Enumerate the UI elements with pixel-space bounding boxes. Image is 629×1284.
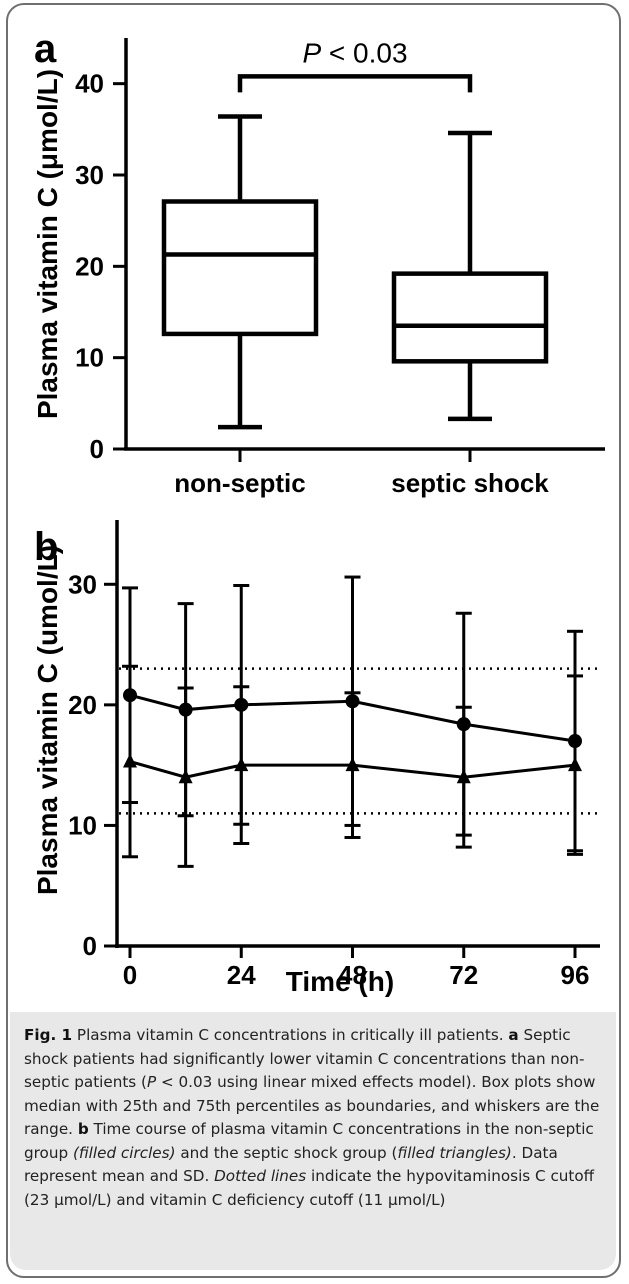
data-point-triangle: [178, 769, 193, 784]
caption-segment: Time course of plasma vitamin C concentr…: [24, 1120, 594, 1162]
panel-b-line-chart: 0 10 20 30 0 24 48 72 96: [68, 520, 600, 990]
data-point-triangle: [456, 769, 471, 784]
panel-b-letter: b: [34, 525, 58, 569]
panel-a-category-label: septic shock: [391, 468, 549, 498]
panel-a-letter: a: [34, 27, 57, 71]
panel-a-y-axis-title: Plasma vitamin C (μmol/L): [32, 69, 63, 419]
data-point-triangle: [234, 757, 249, 772]
panel-b-y-tick-label: 30: [68, 569, 97, 599]
caption-segment: Dotted lines: [214, 1167, 307, 1185]
caption-segment: . Data represent mean and SD.: [24, 1143, 558, 1186]
panel-b-x-tick-label: 24: [227, 960, 256, 990]
caption-segment: P: [146, 1073, 157, 1091]
caption-segment: filled triangles): [397, 1143, 512, 1162]
caption-segment: a: [508, 1026, 519, 1044]
panel-b-x-tick-label: 0: [123, 960, 137, 990]
panel-a-y-tick-label: 0: [90, 434, 104, 464]
caption-segment: < 0.03 using linear mixed effects model)…: [24, 1073, 600, 1138]
data-point-triangle: [568, 757, 582, 772]
panel-b-x-tick-label: 48: [338, 960, 367, 990]
box-iqr: [161, 199, 319, 337]
panel-b-y-tick-label: 10: [68, 810, 97, 840]
panel-a-box-plot: 0 10 20 30 40 non-septic septic shock P < 0.03: [75, 37, 605, 498]
caption-segment: indicate the hypovitaminosis C cutoff (2…: [24, 1167, 595, 1209]
significance-label: P < 0.03: [302, 37, 407, 68]
caption-segment: Plasma vitamin C concentrations in criti…: [76, 1026, 509, 1044]
series-line-circles: [129, 693, 576, 743]
caption-text: Plasma vitamin C concentrations in criti…: [24, 1026, 599, 1209]
panel-b-y-tick-label: 0: [83, 931, 97, 961]
panel-a-y-tick-label: 10: [75, 343, 104, 373]
panel-b-x-tick-label: 96: [561, 960, 590, 990]
panel-a-category-label: non-septic: [174, 468, 305, 498]
box-iqr: [391, 271, 549, 364]
caption-segment: and the septic shock group (: [175, 1143, 398, 1162]
series-line-triangles: [129, 760, 576, 779]
panel-b-y-axis-title: Plasma vitamin C (umol/L): [32, 545, 63, 895]
significance-bracket: [237, 74, 473, 93]
data-point-triangle: [345, 757, 360, 772]
data-point-triangle: [123, 753, 137, 768]
caption-segment: (filled circles): [72, 1143, 176, 1162]
panel-b-x-axis-title: Time (h): [286, 966, 394, 997]
caption-segment: Septic shock patients had significantly …: [24, 1026, 585, 1091]
figure-caption: Fig. 1 Plasma vitamin C concentrations i…: [10, 1012, 616, 1270]
panel-a-y-tick-label: 20: [75, 251, 104, 281]
panel-b-x-tick-label: 72: [449, 960, 478, 990]
figure-charts: a 0 10 20 30 40 non-septic septic shock P < 0.0…: [32, 27, 605, 997]
panel-b-y-tick-label: 20: [68, 690, 97, 720]
caption-segment: b: [77, 1120, 89, 1138]
panel-a-y-tick-label: 40: [75, 69, 104, 99]
panel-a-y-tick-label: 30: [75, 160, 104, 190]
caption-fig-label: Fig. 1: [24, 1026, 73, 1044]
